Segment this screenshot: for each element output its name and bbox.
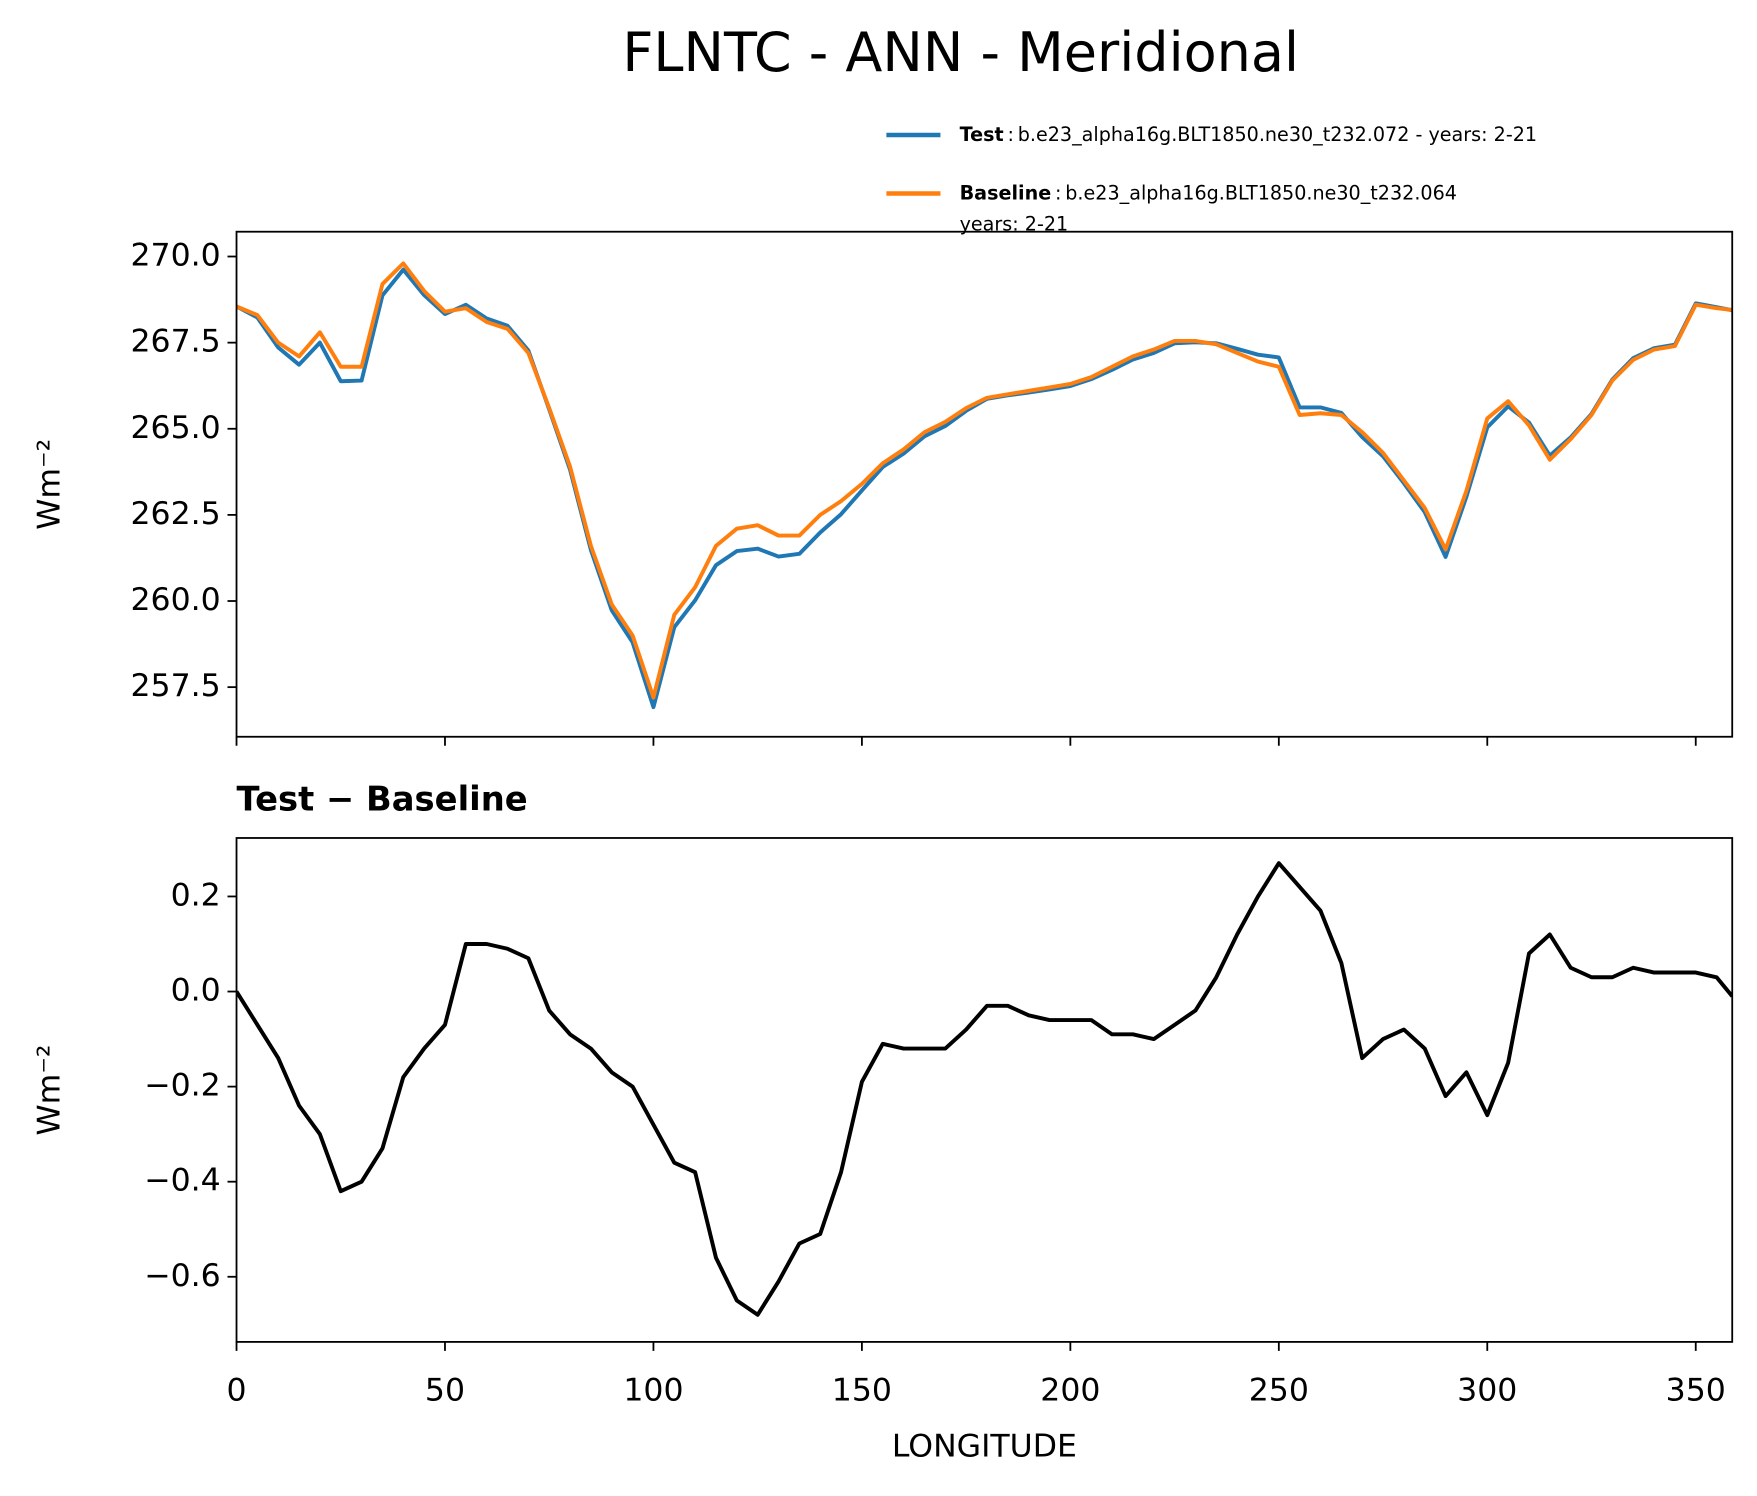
- legend-label: years: 2-21: [960, 212, 1069, 235]
- y-tick-label: 257.5: [131, 668, 221, 704]
- y-axis-label: Wm⁻²: [32, 439, 68, 530]
- legend-label: b.e23_alpha16g.BLT1850.ne30_t232.064: [1065, 181, 1457, 204]
- axes-frame: [235, 837, 1734, 1343]
- legend-entry: Baseline : b.e23_alpha16g.BLT1850.ne30_t…: [960, 181, 1457, 204]
- y-tick-label: 260.0: [131, 582, 221, 618]
- figure-title: FLNTC - ANN - Meridional: [622, 21, 1299, 84]
- legend-entry: Test : b.e23_alpha16g.BLT1850.ne30_t232.…: [960, 122, 1538, 145]
- y-tick-label: 0.0: [171, 973, 221, 1009]
- legend-separator: :: [1051, 181, 1065, 204]
- data-line: [236, 861, 1733, 1317]
- legend-label: b.e23_alpha16g.BLT1850.ne30_t232.072 - y…: [1018, 122, 1537, 145]
- x-tick-label: 100: [623, 1372, 683, 1408]
- subplot-title: Test − Baseline: [237, 779, 528, 818]
- y-tick-label: −0.4: [144, 1163, 221, 1199]
- y-tick-label: −0.6: [144, 1258, 221, 1294]
- legend-separator: :: [1004, 122, 1018, 145]
- data-line: [236, 261, 1733, 700]
- x-tick-label: 350: [1666, 1372, 1726, 1408]
- x-tick-label: 50: [425, 1372, 465, 1408]
- x-axis-label: LONGITUDE: [892, 1429, 1077, 1465]
- axes-frame: [235, 230, 1734, 738]
- x-tick-label: 250: [1249, 1372, 1309, 1408]
- y-tick-label: 267.5: [131, 324, 221, 360]
- y-tick-label: 265.0: [131, 410, 221, 446]
- y-tick-label: 262.5: [131, 496, 221, 532]
- y-tick-label: 270.0: [131, 238, 221, 274]
- data-line: [236, 267, 1733, 710]
- legend-name: Test: [960, 122, 1004, 145]
- x-tick-label: 0: [226, 1372, 246, 1408]
- x-tick-label: 200: [1040, 1372, 1100, 1408]
- y-tick-label: 0.2: [171, 877, 221, 913]
- y-axis-label: Wm⁻²: [32, 1044, 68, 1135]
- y-tick-label: −0.2: [144, 1068, 221, 1104]
- x-tick-label: 300: [1457, 1372, 1517, 1408]
- legend-name: Baseline: [960, 181, 1052, 204]
- x-tick-label: 150: [832, 1372, 892, 1408]
